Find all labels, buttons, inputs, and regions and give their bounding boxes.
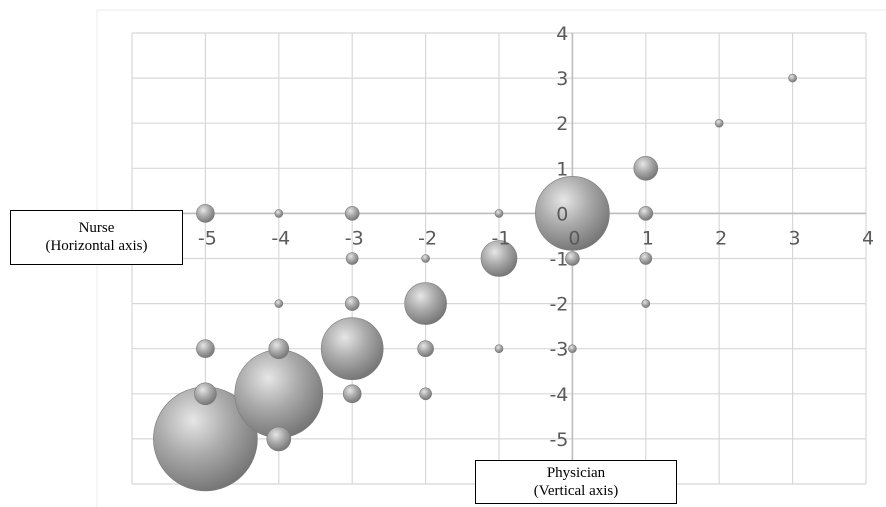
data-bubble: [494, 209, 504, 218]
data-bubble: [345, 252, 359, 265]
y-tick-label: 0: [556, 203, 568, 225]
data-bubble: [266, 426, 292, 452]
x-tick-label: 3: [789, 227, 801, 249]
data-bubble: [641, 299, 651, 308]
x-tick-labels: -5 -4 -3 -2 -1 0 1 2 3 4: [198, 227, 874, 249]
data-bubble: [274, 209, 284, 218]
data-bubble: [417, 340, 434, 358]
bubbles: [153, 73, 797, 492]
data-bubble: [268, 338, 290, 360]
x-tick-label: 0: [568, 227, 580, 249]
data-bubble: [421, 254, 430, 263]
y-tick-label: -4: [549, 384, 568, 406]
data-bubble: [633, 156, 659, 181]
data-bubble: [714, 118, 724, 128]
data-bubble: [234, 349, 324, 439]
nurse-axis-label: Nurse (Horizontal axis): [10, 210, 183, 265]
physician-label-line2: (Vertical axis): [533, 483, 619, 499]
x-tick-label: 1: [642, 227, 654, 249]
y-tick-labels: 4 3 2 1 0 -1 -2 -3 -4 -5: [549, 23, 568, 451]
data-bubble: [494, 344, 504, 354]
data-bubble: [196, 204, 215, 223]
data-bubble: [480, 240, 518, 277]
data-bubble: [320, 317, 384, 381]
y-tick-label: 1: [556, 158, 568, 180]
data-bubble: [565, 251, 580, 266]
y-tick-label: -2: [549, 294, 568, 316]
nurse-label-line1: Nurse: [78, 220, 115, 236]
x-tick-label: -5: [198, 227, 217, 249]
data-bubble: [344, 296, 360, 311]
y-tick-label: 4: [556, 23, 568, 45]
x-tick-label: 4: [862, 227, 874, 249]
physician-axis-label: Physician (Vertical axis): [475, 460, 677, 504]
data-bubble: [419, 387, 432, 401]
data-bubble: [638, 206, 654, 221]
x-tick-label: -2: [418, 227, 437, 249]
x-tick-label: 2: [715, 227, 727, 249]
data-bubble: [194, 382, 217, 406]
data-bubble: [196, 339, 215, 359]
y-tick-label: 2: [556, 113, 568, 135]
y-tick-label: 3: [556, 68, 568, 90]
data-bubble: [788, 73, 797, 83]
data-bubble: [639, 252, 653, 265]
y-tick-label: -5: [549, 429, 568, 451]
data-bubble: [274, 299, 284, 308]
y-tick-label: -3: [549, 339, 568, 361]
data-bubble: [568, 344, 577, 354]
x-tick-label: -3: [345, 227, 364, 249]
physician-label-line1: Physician: [546, 465, 606, 481]
nurse-label-line2: (Horizontal axis): [45, 238, 148, 254]
data-bubble: [535, 176, 610, 251]
x-tick-label: -4: [271, 227, 290, 249]
data-bubble: [344, 206, 360, 221]
x-tick-label: -1: [492, 227, 511, 249]
data-bubble: [404, 282, 447, 325]
y-tick-label: -1: [549, 249, 568, 271]
data-bubble: [342, 384, 362, 404]
